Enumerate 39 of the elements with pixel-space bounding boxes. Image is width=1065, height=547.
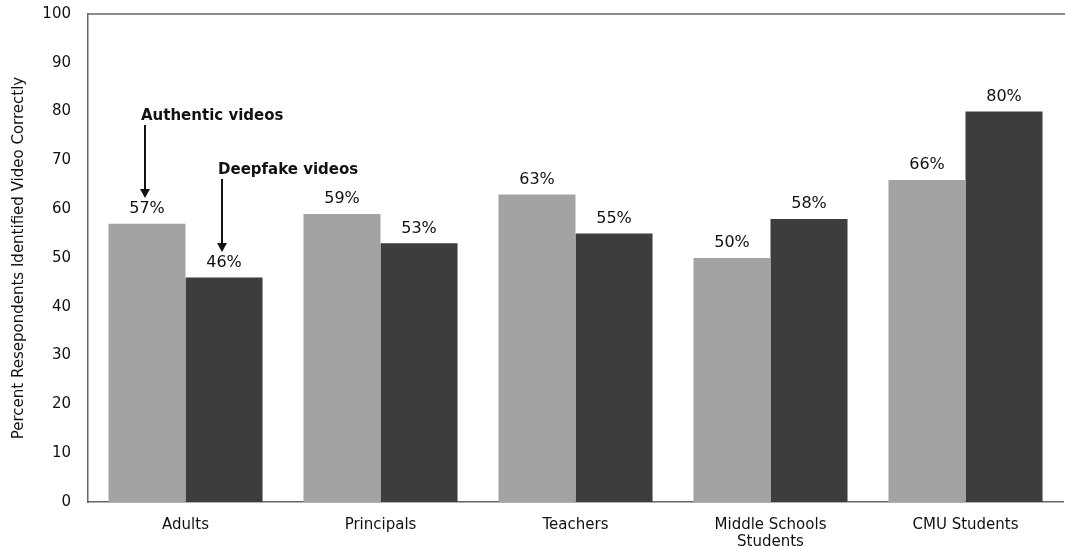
bar (108, 223, 186, 502)
y-tick-label: 70 (51, 150, 71, 169)
annotation: Deepfake videos (218, 159, 359, 178)
data-label: 55% (596, 207, 632, 227)
bar (888, 179, 966, 502)
x-tick-label: Adults (162, 514, 210, 533)
bar (693, 258, 771, 502)
bar (380, 243, 458, 502)
bar (185, 277, 263, 502)
data-label: 58% (791, 193, 827, 213)
data-label: 63% (519, 168, 555, 188)
annotation: Authentic videos (140, 105, 284, 124)
y-tick-label: 10 (51, 443, 71, 462)
bar (770, 218, 848, 502)
y-tick-label: 20 (51, 394, 71, 413)
y-tick-label: 50 (51, 247, 71, 266)
data-label: 46% (206, 251, 242, 271)
data-label: 59% (324, 188, 360, 208)
x-tick-label: CMU Students (912, 514, 1019, 533)
y-tick-label: 40 (51, 296, 71, 315)
data-label: 53% (401, 217, 437, 237)
data-label: 50% (714, 232, 750, 252)
bar (303, 214, 381, 502)
y-tick-label: 30 (51, 345, 71, 364)
bar (498, 194, 576, 502)
x-tick-label: Teachers (541, 514, 609, 533)
y-tick-label: 100 (42, 3, 71, 22)
y-tick-label: 90 (51, 52, 71, 71)
data-label: 66% (909, 154, 945, 174)
data-label: 80% (986, 85, 1022, 105)
data-label: 57% (129, 198, 165, 217)
bar (965, 111, 1043, 502)
x-tick-label: Middle Schools Students (714, 514, 827, 547)
bar (575, 233, 653, 502)
y-axis-title: Percent Resepondents Identified Video Correctly (8, 76, 27, 440)
y-tick-label: 0 (61, 491, 71, 510)
y-tick-label: 60 (51, 199, 71, 218)
x-tick-label: Principals (344, 514, 417, 533)
y-tick-label: 80 (51, 101, 71, 120)
